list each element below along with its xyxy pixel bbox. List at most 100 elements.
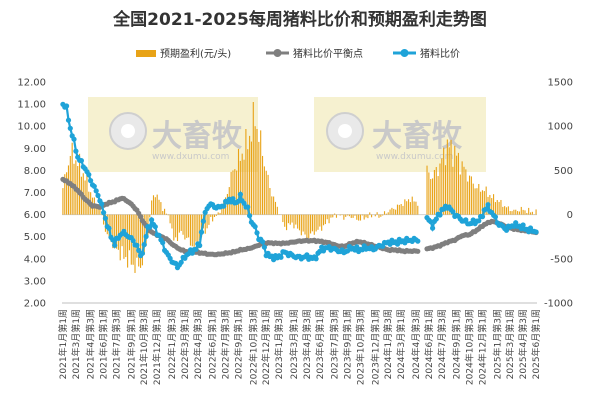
- profit-bar: [271, 196, 273, 215]
- profit-bar: [450, 139, 452, 215]
- profit-bar: [382, 214, 384, 216]
- profit-bar: [162, 211, 164, 215]
- y-left-tick-label: 8.00: [24, 166, 46, 177]
- profit-bar: [79, 153, 81, 215]
- profit-bar: [260, 130, 262, 215]
- profit-bar: [443, 147, 445, 215]
- ratio-point: [235, 198, 242, 204]
- profit-bar: [212, 214, 214, 222]
- profit-bar: [352, 214, 354, 218]
- profit-bar: [245, 129, 247, 215]
- profit-bar: [470, 176, 472, 215]
- breakeven-point: [138, 214, 144, 220]
- ratio-point: [99, 201, 105, 207]
- profit-bar: [261, 155, 264, 215]
- profit-bar: [249, 135, 251, 215]
- profit-bar: [139, 214, 142, 268]
- profit-bar: [343, 214, 345, 220]
- x-tick-label: 2021年7月第3周: [111, 309, 123, 379]
- legend-label-profit: 预期盈利(元/头): [160, 48, 231, 60]
- ratio-point: [261, 244, 267, 250]
- profit-bar: [221, 207, 223, 215]
- ratio-point: [143, 233, 149, 240]
- ratio-point: [156, 232, 162, 238]
- ratio-point: [101, 210, 107, 216]
- x-tick-label: 2023年4月第3周: [301, 309, 313, 379]
- profit-bar: [169, 214, 171, 224]
- profit-bar: [350, 214, 352, 218]
- profit-bar: [522, 209, 524, 215]
- profit-bar: [496, 200, 498, 215]
- profit-bar: [186, 214, 188, 238]
- y-left-tick-label: 2.00: [24, 299, 46, 310]
- profit-bar: [156, 194, 158, 215]
- x-tick-label: 2025年1月第3周: [491, 309, 503, 379]
- profit-bar: [513, 209, 515, 215]
- profit-bar: [195, 214, 197, 242]
- profit-bar: [328, 214, 330, 224]
- profit-bar: [117, 214, 119, 250]
- ratio-point: [433, 216, 439, 222]
- y-right-tick-label: -500: [550, 254, 573, 265]
- profit-bar: [306, 214, 308, 240]
- profit-bar: [71, 142, 73, 215]
- profit-bar: [252, 102, 254, 215]
- profit-bar: [300, 214, 302, 236]
- watermark-logo-core-icon: [121, 124, 135, 138]
- profit-bar: [391, 207, 393, 215]
- profit-bar: [188, 214, 190, 238]
- ratio-point: [198, 229, 205, 235]
- profit-bar: [398, 204, 400, 215]
- profit-bar: [115, 214, 118, 249]
- profit-bar: [326, 214, 328, 220]
- profit-bar: [358, 214, 360, 221]
- profit-bar: [430, 179, 432, 215]
- x-tick-label: 2021年9月第1周: [125, 309, 137, 379]
- x-tick-label: 2022年7月第3周: [220, 309, 232, 379]
- profit-bar: [219, 212, 221, 215]
- ratio-point: [95, 192, 101, 199]
- ratio-point: [245, 204, 251, 210]
- ratio-point: [492, 214, 498, 220]
- profit-bar: [265, 170, 267, 215]
- profit-bar: [520, 206, 522, 215]
- profit-bar: [515, 209, 517, 215]
- ratio-point: [130, 238, 136, 244]
- profit-bar: [385, 213, 387, 215]
- profit-bar: [511, 211, 513, 215]
- profit-bar: [273, 196, 275, 215]
- profit-bar: [291, 214, 293, 223]
- profit-bar: [315, 214, 317, 232]
- profit-bar: [468, 175, 471, 215]
- profit-bar: [505, 207, 508, 215]
- profit-bar: [269, 188, 271, 215]
- profit-bar: [498, 201, 500, 215]
- profit-bar: [128, 214, 131, 251]
- x-tick-label: 2024年12月第1周: [477, 309, 489, 385]
- x-tick-label: 2022年9月第1周: [233, 309, 245, 379]
- ratio-point: [437, 212, 443, 218]
- profit-bar: [297, 214, 299, 229]
- watermark-logo-core-icon-2: [338, 124, 352, 138]
- profit-bar: [175, 214, 177, 238]
- ratio-point: [134, 242, 140, 248]
- x-tick-label: 2023年10月第3周: [355, 309, 367, 385]
- x-tick-label: 2025年4月第3周: [517, 309, 529, 379]
- profit-bar: [480, 191, 482, 215]
- watermark: 大畜牧 www.dxumu.com 大畜牧 www.dxumu.com: [88, 97, 486, 172]
- profit-bar: [446, 139, 448, 215]
- profit-bar: [302, 214, 304, 232]
- ratio-point: [221, 203, 227, 209]
- profit-bar: [529, 212, 532, 215]
- profit-bar: [396, 204, 399, 215]
- ratio-point: [106, 225, 112, 231]
- profit-bar: [332, 214, 334, 218]
- ratio-point: [254, 230, 260, 236]
- ratio-point: [259, 239, 266, 245]
- profit-bar: [258, 141, 260, 215]
- profit-bar: [112, 214, 114, 249]
- legend: 预期盈利(元/头) 猪料比价平衡点 猪料比价: [136, 47, 460, 60]
- profit-bar: [435, 167, 437, 215]
- x-tick-label: 2024年1月第3周: [382, 309, 394, 379]
- ratio-point: [64, 103, 70, 109]
